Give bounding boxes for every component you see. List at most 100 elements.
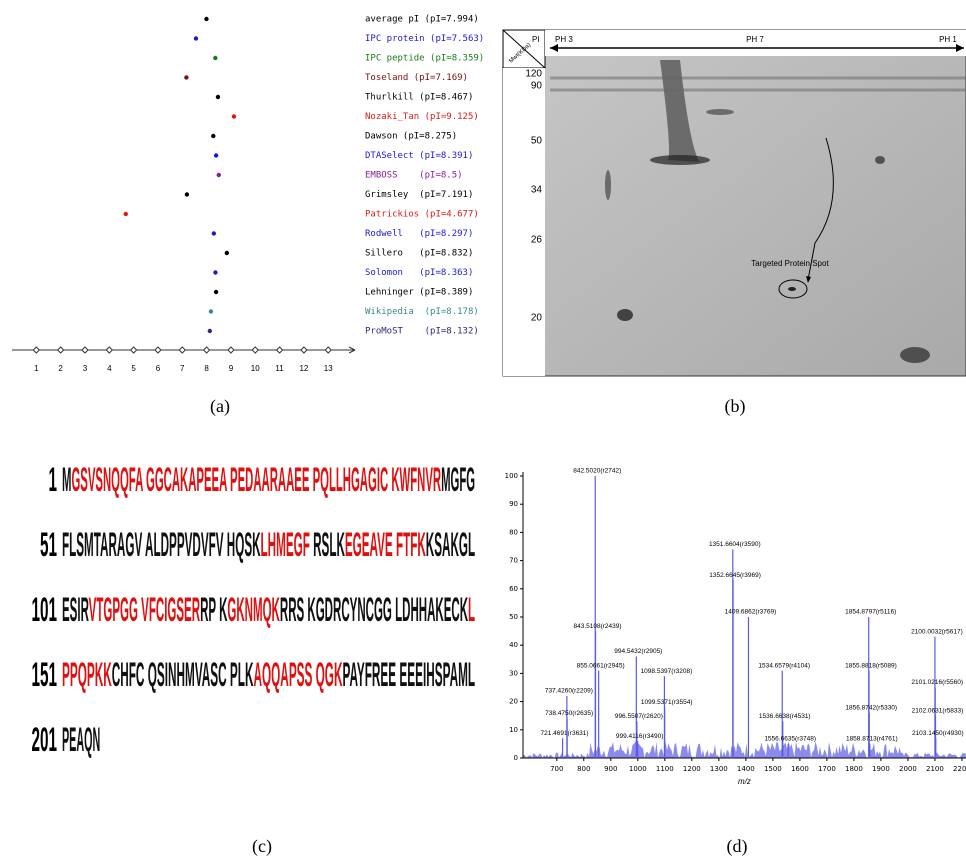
mw-label: 26 bbox=[531, 235, 543, 246]
dot bbox=[213, 153, 219, 158]
y-tick-label: 10 bbox=[509, 726, 518, 734]
ph-label: PH 7 bbox=[746, 35, 764, 44]
tick-mark bbox=[251, 346, 259, 354]
peak-label: 2102.0631(r5833) bbox=[912, 707, 964, 714]
x-tick-label: 9 bbox=[229, 364, 234, 373]
axis-arrow bbox=[348, 346, 356, 354]
x-tick-label: 900 bbox=[604, 765, 617, 773]
peak-label: 737.4260(r2209) bbox=[545, 688, 593, 695]
y-tick-label: 60 bbox=[509, 585, 518, 593]
pointer-line bbox=[807, 137, 834, 281]
gel-annotation: Targeted Protein Spot bbox=[751, 259, 829, 268]
point-label: EMBOSS (pI=8.5) bbox=[365, 171, 463, 181]
mw-label: 34 bbox=[531, 185, 543, 196]
spot-circle bbox=[778, 279, 808, 299]
ph-label: PH 3 bbox=[555, 35, 573, 44]
gel-spot bbox=[875, 156, 885, 164]
sequence-line: PPQPKKCHFC QSINHMVASC PLKAQQAPSS QGKPAYF… bbox=[62, 656, 475, 694]
dot bbox=[211, 133, 216, 139]
x-tick-label: 1300 bbox=[710, 765, 728, 773]
peak-label: 1099.5371(r3554) bbox=[641, 699, 693, 706]
peak-label: 2101.0216(r5560) bbox=[911, 679, 963, 686]
x-tick-label: 2200 bbox=[953, 765, 966, 773]
x-tick-label: 1 bbox=[34, 364, 39, 373]
peak-label: 1858.8713(r4761) bbox=[846, 736, 898, 743]
point-label: Lehninger (pI=8.389) bbox=[365, 288, 473, 298]
tick-mark bbox=[56, 346, 65, 354]
sequence-segment: VTGPGG VFCIGSER bbox=[89, 591, 200, 629]
x-tick-label: 4 bbox=[107, 364, 112, 373]
tick-mark bbox=[300, 346, 308, 354]
dot bbox=[208, 309, 214, 314]
dot bbox=[204, 16, 209, 22]
x-tick-label: 700 bbox=[550, 765, 563, 773]
sequence-segment: KSAKGL bbox=[426, 526, 475, 564]
sequence-segment: RP K bbox=[200, 591, 227, 629]
dot bbox=[224, 250, 230, 256]
sequence-line: PEAQN bbox=[62, 721, 100, 759]
sequence-line: ESIRVTGPGG VFCIGSERRP KGKNMQKRRS KGDRCYN… bbox=[62, 591, 475, 629]
tick-mark bbox=[105, 346, 114, 354]
ph-label: PH 1 bbox=[939, 35, 957, 44]
peak-label: 843.5108(r2439) bbox=[573, 623, 621, 630]
point-label: Dawson (pI=8.275) bbox=[365, 132, 457, 142]
point-label: Sillero (pI=8.832) bbox=[365, 249, 473, 259]
tick-mark bbox=[129, 346, 138, 354]
baseline-noise bbox=[523, 741, 966, 758]
gel-panel: PI Mwt(KDa) Targeted Protein Spot (b) bbox=[502, 29, 966, 417]
x-tick-label: 7 bbox=[180, 364, 185, 373]
y-tick-label: 90 bbox=[509, 500, 518, 508]
tick-mark bbox=[275, 346, 284, 354]
x-tick-label: 8 bbox=[204, 364, 209, 373]
line-number: 151 bbox=[32, 656, 58, 694]
line-number: 201 bbox=[32, 721, 58, 759]
sequence-line: MGSVSNQQFA GGCAKAPEEA PEDAARAAEE PQLLHGA… bbox=[62, 461, 475, 499]
x-tick-label: 6 bbox=[156, 364, 161, 373]
mw-label: 90 bbox=[531, 81, 543, 92]
dot bbox=[213, 289, 219, 295]
sequence-segment: M bbox=[62, 461, 71, 499]
sequence-segment: LHMEGF bbox=[261, 526, 310, 564]
x-tick-label: 1400 bbox=[737, 765, 755, 773]
peak-label: 2100.0032(r5617) bbox=[911, 628, 963, 635]
dot bbox=[207, 328, 213, 334]
sequence-segment: ESIR bbox=[62, 591, 89, 629]
sequence-segment: L bbox=[468, 591, 475, 629]
peak-label: 1854.8797(r5116) bbox=[845, 609, 896, 616]
peak-label: 999.4116(r3490) bbox=[616, 733, 664, 740]
gel-spot bbox=[900, 347, 930, 363]
point-label: average pI (pI=7.994) bbox=[365, 15, 479, 25]
x-tick-label: 13 bbox=[324, 364, 333, 373]
y-tick-label: 0 bbox=[514, 754, 518, 762]
peak-label: 1534.6579(r4104) bbox=[758, 662, 810, 669]
peak-label: 1536.6638(r4531) bbox=[759, 713, 811, 720]
point-label: Solomon (pI=8.363) bbox=[365, 268, 473, 278]
sequence-segment: RSLK bbox=[310, 526, 345, 564]
peak-label: 1409.6862(r3769) bbox=[725, 609, 777, 616]
peak-label: 994.5432(r2905) bbox=[614, 648, 662, 655]
point-label: IPC protein (pI=7.563) bbox=[365, 34, 484, 44]
y-tick-label: 40 bbox=[509, 641, 518, 649]
peak-label: 842.5020(r2742) bbox=[573, 468, 621, 475]
x-tick-label: 1000 bbox=[629, 765, 647, 773]
gel-spot bbox=[605, 170, 611, 200]
sequence-segment: CHFC QSINHMVASC PLK bbox=[112, 656, 254, 694]
dot bbox=[123, 211, 128, 217]
sequence-segment: GKNMQK bbox=[227, 591, 280, 629]
x-tick-label: 2100 bbox=[926, 765, 944, 773]
line-number: 51 bbox=[40, 526, 57, 564]
tick-mark bbox=[154, 346, 162, 354]
dot bbox=[184, 75, 189, 80]
sequence-line: FLSMTARAGV ALDPPVDVFV HQSKLHMEGF RSLKEGE… bbox=[62, 526, 475, 564]
peak-label: 1855.8818(r5089) bbox=[845, 662, 897, 669]
sequence-segment: PAYFREE EEEIHSPAML bbox=[342, 656, 475, 694]
mw-label: 120 bbox=[525, 69, 542, 80]
sequence-segment: PEAQN bbox=[62, 721, 100, 759]
point-label: Toseland (pI=7.169) bbox=[365, 73, 468, 83]
point-label: Nozaki_Tan (pI=9.125) bbox=[365, 112, 479, 122]
tick-mark bbox=[81, 346, 89, 354]
y-tick-label: 20 bbox=[509, 698, 518, 706]
dot bbox=[211, 231, 217, 236]
peak-label: 1098.5397(r3208) bbox=[641, 668, 693, 675]
